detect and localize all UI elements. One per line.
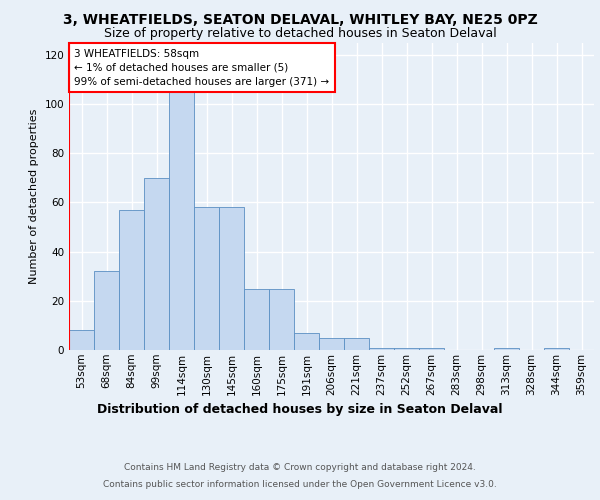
- Bar: [194, 208, 219, 350]
- Bar: [419, 348, 444, 350]
- Bar: [494, 348, 519, 350]
- Bar: [119, 210, 144, 350]
- Bar: [369, 348, 394, 350]
- Text: Distribution of detached houses by size in Seaton Delaval: Distribution of detached houses by size …: [97, 402, 503, 415]
- Text: 3, WHEATFIELDS, SEATON DELAVAL, WHITLEY BAY, NE25 0PZ: 3, WHEATFIELDS, SEATON DELAVAL, WHITLEY …: [62, 12, 538, 26]
- Text: Contains HM Land Registry data © Crown copyright and database right 2024.: Contains HM Land Registry data © Crown c…: [124, 464, 476, 472]
- Y-axis label: Number of detached properties: Number of detached properties: [29, 108, 39, 284]
- Text: Size of property relative to detached houses in Seaton Delaval: Size of property relative to detached ho…: [104, 28, 496, 40]
- Bar: [69, 330, 94, 350]
- Bar: [394, 348, 419, 350]
- Text: Contains public sector information licensed under the Open Government Licence v3: Contains public sector information licen…: [103, 480, 497, 489]
- Bar: [144, 178, 169, 350]
- Bar: [244, 288, 269, 350]
- Bar: [294, 333, 319, 350]
- Bar: [344, 338, 369, 350]
- Bar: [219, 208, 244, 350]
- Bar: [169, 84, 194, 350]
- Bar: [319, 338, 344, 350]
- Text: 3 WHEATFIELDS: 58sqm
← 1% of detached houses are smaller (5)
99% of semi-detache: 3 WHEATFIELDS: 58sqm ← 1% of detached ho…: [74, 48, 329, 86]
- Bar: [544, 348, 569, 350]
- Bar: [94, 272, 119, 350]
- Bar: [269, 288, 294, 350]
